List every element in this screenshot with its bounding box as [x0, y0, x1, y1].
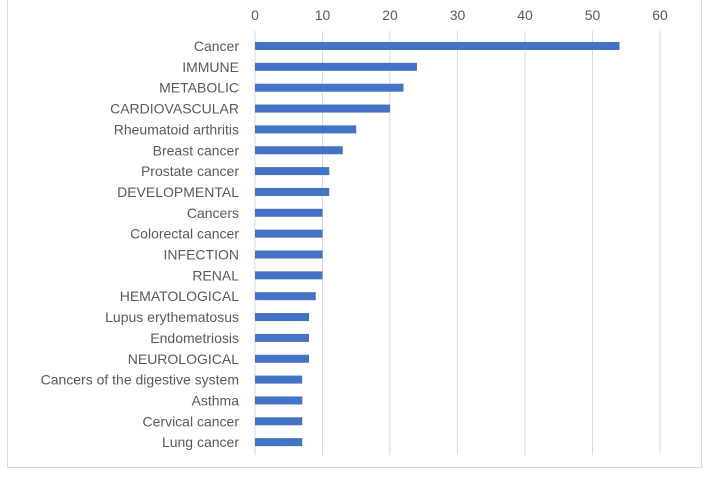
category-label: METABOLIC — [159, 80, 239, 96]
category-label: DEVELOPMENTAL — [117, 184, 239, 200]
category-label: Cancer — [194, 38, 239, 54]
category-label: Prostate cancer — [141, 163, 239, 179]
x-tick-label: 30 — [450, 7, 466, 23]
x-tick-label: 20 — [382, 7, 398, 23]
category-label: INFECTION — [164, 247, 239, 263]
category-label: CARDIOVASCULAR — [110, 101, 239, 117]
category-label: Asthma — [192, 392, 240, 408]
category-label: Cervical cancer — [143, 413, 240, 429]
bar — [255, 292, 316, 301]
category-label: Lung cancer — [162, 434, 239, 450]
bar — [255, 313, 309, 322]
bar — [255, 333, 309, 342]
bar — [255, 354, 309, 363]
x-tick-label: 40 — [517, 7, 533, 23]
category-label: Cancers — [187, 205, 239, 221]
bar — [255, 229, 323, 238]
category-label: RENAL — [192, 267, 239, 283]
bar — [255, 250, 323, 259]
x-tick-label: 50 — [585, 7, 601, 23]
category-label: HEMATOLOGICAL — [120, 288, 240, 304]
bar — [255, 83, 404, 92]
category-label: Breast cancer — [153, 142, 240, 158]
category-label: NEUROLOGICAL — [128, 351, 239, 367]
chart-frame — [7, 0, 702, 468]
bar — [255, 104, 390, 113]
x-axis-tick-labels: 0 10 20 30 40 50 60 — [251, 7, 668, 23]
category-label: IMMUNE — [182, 59, 239, 75]
bar — [255, 187, 330, 196]
category-label: Endometriosis — [150, 330, 239, 346]
gridlines — [254, 31, 661, 455]
category-label: Colorectal cancer — [130, 226, 239, 242]
category-label: Lupus erythematosus — [105, 309, 239, 325]
bars — [255, 42, 620, 447]
bar — [255, 146, 343, 155]
bar — [255, 396, 303, 405]
bar — [255, 208, 323, 217]
bar — [255, 125, 357, 134]
bar — [255, 62, 417, 71]
bar — [255, 375, 303, 384]
bar — [255, 438, 303, 447]
bar — [255, 417, 303, 426]
x-tick-label: 0 — [251, 7, 259, 23]
category-labels: Cancer IMMUNE METABOLIC CARDIOVASCULAR Rheum… — [41, 38, 240, 450]
bar — [255, 42, 620, 50]
category-label: Rheumatoid arthritis — [114, 121, 239, 137]
bar — [255, 271, 323, 280]
bar — [255, 167, 330, 176]
x-tick-label: 10 — [315, 7, 331, 23]
category-label: Cancers of the digestive system — [41, 372, 239, 388]
x-tick-label: 60 — [652, 7, 668, 23]
